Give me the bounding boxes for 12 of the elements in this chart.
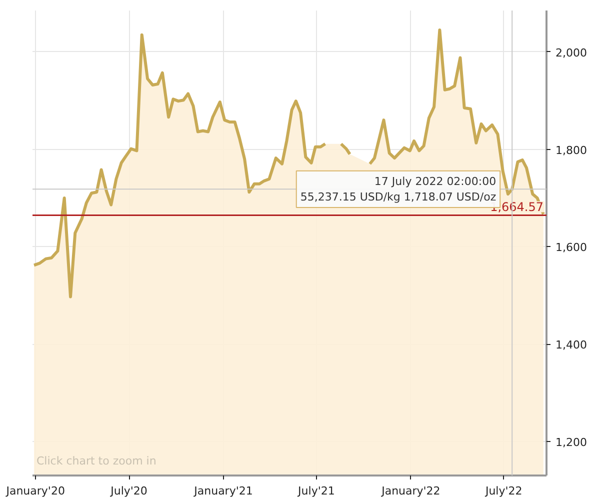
x-tick-label: January'21: [193, 484, 253, 498]
x-tick-label: July'22: [484, 484, 522, 498]
y-tick-label: 1,200: [556, 436, 587, 449]
x-tick-label: January'22: [380, 484, 440, 498]
y-tick-label: 1,600: [556, 241, 587, 254]
ref-line-label: 1,664.57: [490, 200, 544, 214]
y-tick-label: 1,400: [556, 338, 587, 352]
x-tick-label: July'20: [110, 484, 148, 498]
y-tick-label: 1,800: [556, 144, 587, 157]
x-tick-label: July'21: [297, 484, 335, 498]
x-tick-label: January'20: [5, 484, 65, 498]
y-tick-label: 2,000: [556, 46, 587, 60]
